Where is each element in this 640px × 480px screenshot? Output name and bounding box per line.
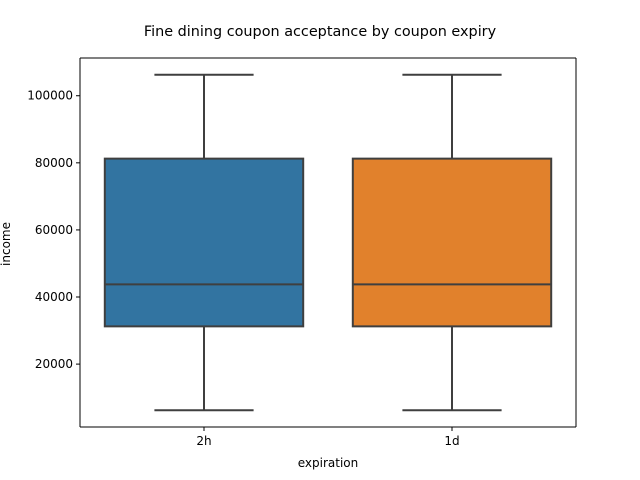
y-tick-label: 20000 — [35, 357, 73, 371]
y-axis-label: income — [0, 222, 13, 266]
x-tick-label: 1d — [444, 434, 459, 448]
y-tick-label: 60000 — [35, 223, 73, 237]
box-group-2h — [103, 73, 305, 412]
box-group-1d — [351, 73, 553, 412]
chart-title: Fine dining coupon acceptance by coupon … — [144, 24, 497, 40]
box-1d — [351, 157, 553, 328]
y-tick-label: 80000 — [35, 156, 73, 170]
y-tick-label: 40000 — [35, 290, 73, 304]
x-axis-label: expiration — [298, 456, 359, 470]
y-tick-label: 100000 — [27, 89, 73, 103]
box-2h — [103, 157, 305, 328]
x-tick-label: 2h — [196, 434, 211, 448]
